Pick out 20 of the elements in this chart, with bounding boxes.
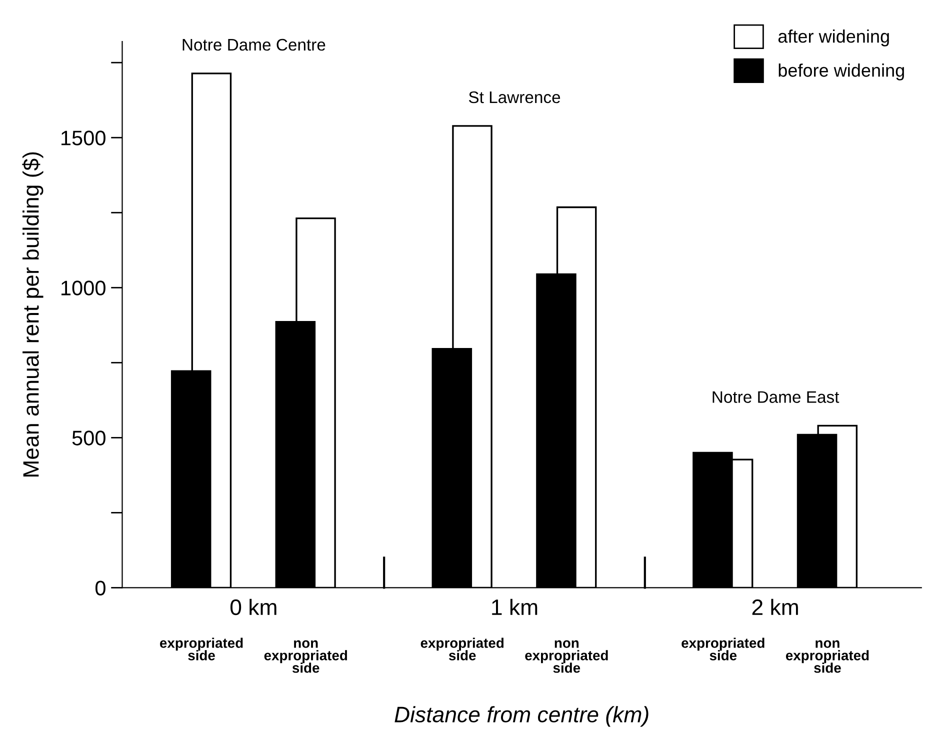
y-tick-label: 1000 <box>62 280 106 296</box>
x-tick-label: non expropriated side <box>264 640 347 673</box>
x-tick-label: non expropriated side <box>786 640 869 673</box>
annotation: Notre Dame Centre <box>182 38 326 51</box>
text: 2 km <box>752 598 798 615</box>
x-tick-label: expropriated side <box>420 638 504 660</box>
x-axis-title: Distance from centre (km) <box>394 706 648 727</box>
y-tick-label: 0 <box>95 580 106 596</box>
x-tick-label: expropriated side <box>682 638 764 660</box>
y-tick-label: 1500 <box>62 130 106 146</box>
legend-label: before widening <box>778 64 904 80</box>
text: 1 km <box>492 598 538 615</box>
text: 0 km <box>230 598 276 616</box>
legend-label: after widening <box>778 30 889 46</box>
annotation: Notre Dame East <box>712 391 840 403</box>
y-tick-label: 500 <box>72 430 106 446</box>
x-tick-label: expropriated side <box>160 638 243 660</box>
y-axis-title: Mean annual rent per building ($) <box>22 152 44 477</box>
annotation: St Lawrence <box>468 91 560 104</box>
x-tick-label: non expropriated side <box>525 640 608 673</box>
